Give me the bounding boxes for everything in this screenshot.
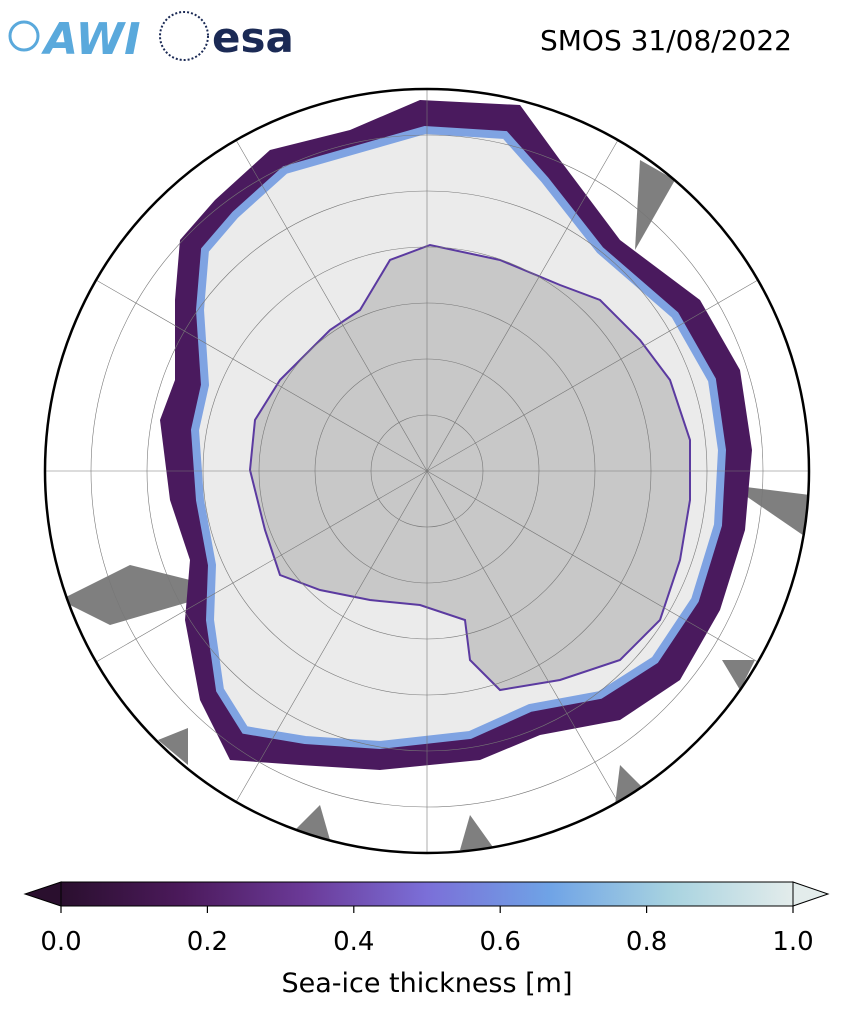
extend-min [23, 881, 62, 907]
colorbar: Sea-ice thickness [m] 0.0 0.2 0.4 0.6 0.8 1.0 [23, 881, 830, 999]
tick-label: 0.6 [480, 927, 521, 957]
tick-label: 0.4 [333, 927, 374, 957]
colorbar-label: Sea-ice thickness [m] [281, 968, 572, 999]
graticule [45, 89, 809, 853]
title: SMOS 31/08/2022 [540, 24, 792, 57]
tick-label: 0.0 [40, 927, 81, 957]
colorbar-scale [60, 881, 794, 907]
antarctica [248, 243, 691, 692]
awi-logo: AWI [8, 14, 141, 65]
tick-label: 0.2 [187, 927, 228, 957]
logo-text: AWI [41, 14, 141, 65]
map [45, 89, 809, 853]
tick-label: 1.0 [772, 927, 813, 957]
logo-text: esa [212, 13, 294, 62]
extend-max [792, 881, 830, 907]
data-gap [60, 160, 809, 850]
esa-logo: esa [159, 11, 294, 62]
tick-label: 0.8 [626, 927, 667, 957]
map-border [43, 87, 811, 855]
